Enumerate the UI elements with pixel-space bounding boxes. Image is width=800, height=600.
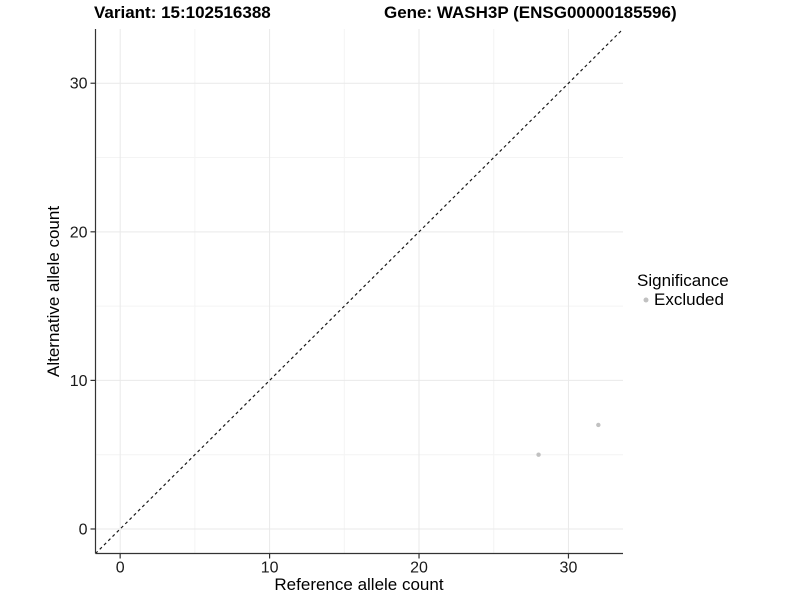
identity-reference-line [95,28,624,554]
legend-entry-label: Excluded [654,290,724,309]
legend: Significance Excluded [637,271,729,309]
y-tick-label: 30 [70,76,88,93]
plot-title-gene: Gene: WASH3P (ENSG00000185596) [384,3,677,22]
legend-entry-excluded: Excluded [637,290,729,309]
y-tick-label: 10 [70,373,88,390]
plot-title-variant: Variant: 15:102516388 [94,3,271,22]
x-tick-label: 20 [410,560,428,577]
x-axis-title: Reference allele count [274,575,444,594]
y-tick-label: 20 [70,224,88,241]
x-tick-label: 10 [261,560,279,577]
legend-title: Significance [637,271,729,290]
y-axis-title: Alternative allele count [44,205,63,378]
x-tick-label: 0 [116,560,125,577]
x-tick-label: 30 [560,560,578,577]
data-point [536,452,541,457]
legend-point-icon [643,297,648,302]
legend-key [637,291,654,308]
y-tick-label: 0 [79,521,88,538]
data-point [596,422,601,428]
